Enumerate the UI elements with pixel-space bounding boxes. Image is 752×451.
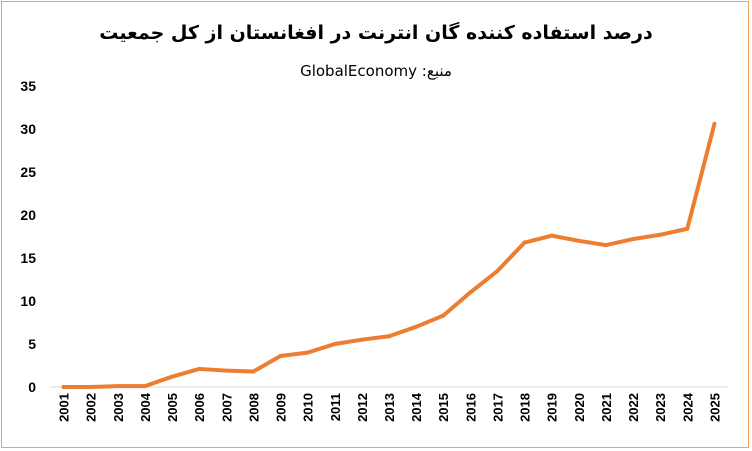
data-point (387, 334, 391, 339)
y-tick-label: 5 (28, 336, 36, 352)
x-tick-label: 2007 (219, 393, 234, 422)
x-tick-label: 2004 (138, 392, 153, 422)
x-tick-label: 2019 (545, 393, 560, 422)
x-tick-label: 2022 (626, 393, 641, 422)
data-point (712, 121, 717, 126)
x-tick-label: 2002 (84, 393, 99, 422)
y-tick-label: 35 (20, 78, 36, 94)
data-point (522, 240, 527, 245)
x-tick-label: 2013 (382, 393, 397, 422)
data-point (441, 313, 446, 318)
x-tick-label: 2017 (490, 393, 505, 422)
x-tick-label: 2025 (707, 393, 722, 422)
data-point (549, 233, 554, 238)
data-point (414, 324, 419, 329)
data-point (603, 243, 608, 248)
x-tick-label: 2024 (680, 392, 695, 422)
data-point (224, 368, 229, 373)
x-tick-label: 2008 (246, 393, 261, 422)
x-tick-label: 2014 (409, 392, 424, 422)
data-point (305, 350, 310, 355)
data-point (88, 385, 93, 389)
y-axis-ticks: 0 5 10 15 20 25 30 35 (20, 78, 36, 395)
data-point (61, 385, 66, 389)
y-tick-label: 15 (20, 250, 36, 266)
x-axis-ticks: 2001 2002 2003 2004 2005 2006 2007 2008 2009 2010… (57, 392, 723, 422)
data-point (658, 232, 663, 237)
x-tick-label: 2005 (165, 393, 180, 422)
x-tick-label: 2021 (599, 393, 614, 422)
data-point (576, 238, 581, 243)
x-tick-label: 2012 (355, 393, 370, 422)
data-point (197, 366, 202, 371)
x-tick-label: 2009 (274, 393, 289, 422)
data-points (61, 121, 717, 389)
y-tick-label: 20 (20, 207, 36, 223)
x-tick-label: 2006 (192, 393, 207, 422)
y-tick-label: 30 (20, 121, 36, 137)
data-point (685, 226, 690, 231)
chart-subtitle: منبع: GlobalEconomy (300, 62, 452, 80)
data-point (468, 290, 473, 295)
x-tick-label: 2015 (436, 393, 451, 422)
data-point (495, 268, 500, 273)
y-tick-label: 10 (20, 293, 36, 309)
data-point (142, 384, 147, 389)
x-tick-label: 2001 (57, 393, 72, 422)
data-point (115, 384, 120, 389)
data-point (251, 369, 256, 374)
x-tick-label: 2010 (301, 393, 316, 422)
x-tick-label: 2016 (463, 393, 478, 422)
x-tick-label: 2003 (111, 393, 126, 422)
chart-title: درصد استفاده کننده گان انترنت در افغانست… (99, 22, 653, 44)
data-point (631, 237, 636, 242)
x-tick-label: 2020 (572, 393, 587, 422)
data-point (359, 337, 364, 342)
data-point (278, 354, 283, 359)
y-tick-label: 0 (28, 379, 36, 395)
x-tick-label: 2011 (328, 393, 343, 421)
x-tick-label: 2023 (653, 393, 668, 422)
data-point (170, 374, 175, 379)
series-line (61, 121, 717, 389)
data-point (332, 342, 337, 346)
y-tick-label: 25 (20, 164, 36, 180)
x-tick-label: 2018 (518, 393, 533, 422)
